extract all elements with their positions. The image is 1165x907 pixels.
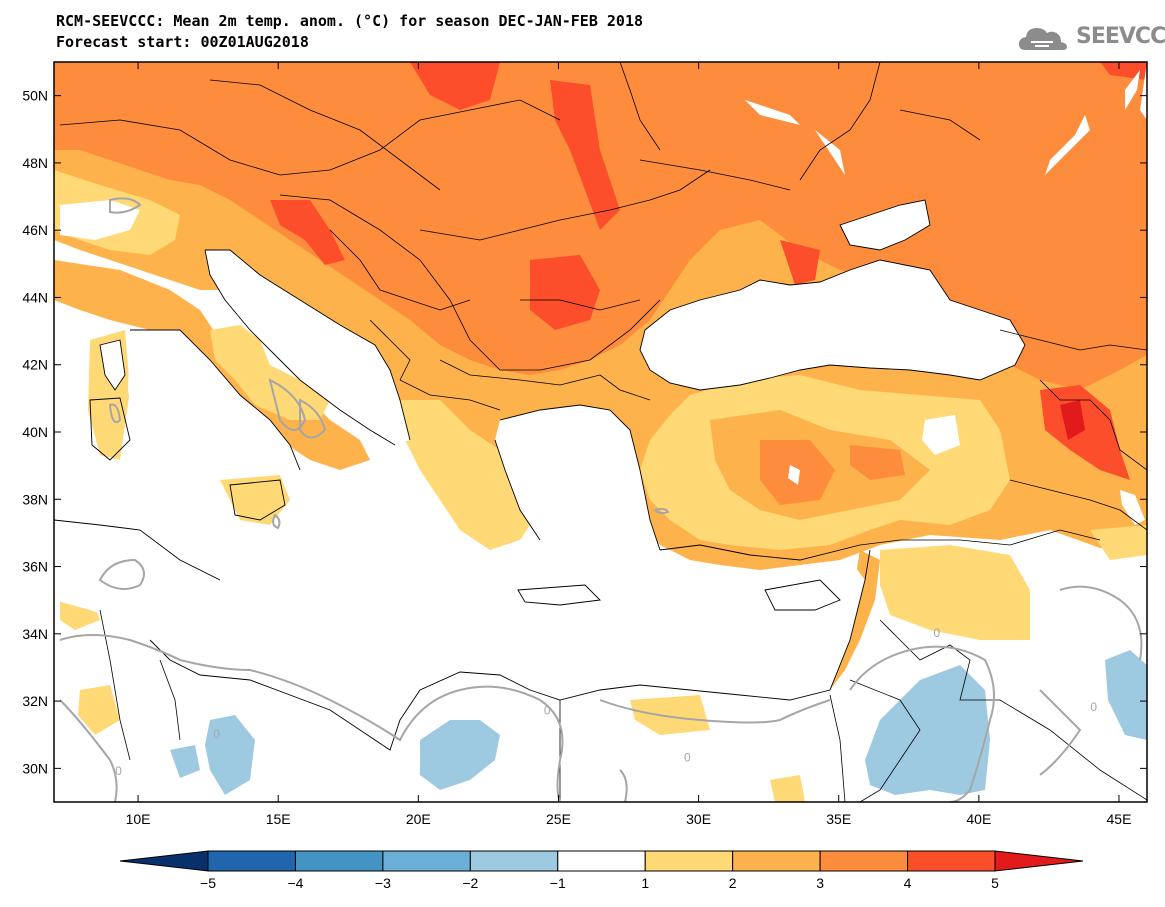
lon-tick-label: 10E bbox=[126, 811, 151, 827]
mediterranean-sea bbox=[54, 520, 865, 750]
colorbar-tick-label: −3 bbox=[375, 875, 391, 891]
colorbar-tick-label: 3 bbox=[816, 875, 824, 891]
colorbar-tick-label: −1 bbox=[550, 875, 566, 891]
anomaly-1-2-region bbox=[880, 545, 1030, 640]
anomaly-minus-1-2-region bbox=[420, 720, 500, 790]
anomaly-minus-1-2-region bbox=[1105, 650, 1147, 740]
lat-tick-label: 30N bbox=[22, 760, 48, 776]
cloud-icon bbox=[1019, 28, 1067, 50]
anomaly-4-5-region bbox=[550, 80, 620, 230]
forecast-start-label: Forecast start: 00Z01AUG2018 bbox=[56, 33, 309, 51]
anomaly-3-4-region bbox=[850, 445, 905, 480]
anomaly-1-2-region bbox=[210, 325, 330, 420]
anomaly-below-1-region bbox=[60, 200, 140, 240]
colorbar-tick-label: −5 bbox=[200, 875, 216, 891]
map-field bbox=[54, 62, 1147, 802]
lat-tick-label: 46N bbox=[22, 222, 48, 238]
lake-sevan bbox=[1120, 490, 1145, 525]
colorbar-box bbox=[469, 850, 559, 872]
caspian-sea bbox=[1140, 62, 1147, 120]
latitude-axis: 50N 48N 46N 44N 42N 40N 38N 36N 34N 32N 30N bbox=[22, 88, 1147, 776]
lat-tick-label: 36N bbox=[22, 559, 48, 575]
contour-label: 0 bbox=[115, 764, 122, 778]
colorbar-tick-label: −4 bbox=[287, 875, 303, 891]
anomaly-4-5-region bbox=[270, 200, 345, 265]
map-title: RCM-SEEVCCC: Mean 2m temp. anom. (°C) fo… bbox=[56, 12, 643, 30]
lat-tick-label: 40N bbox=[22, 424, 48, 440]
tyrrhenian-sea bbox=[128, 330, 300, 470]
colorbar-min-triangle bbox=[119, 850, 209, 872]
colorbar-tick-label: 5 bbox=[991, 875, 999, 891]
coastlines bbox=[54, 199, 1026, 751]
lon-tick-label: 20E bbox=[406, 811, 431, 827]
contour-labels: 0 0 0 0 0 0 bbox=[115, 626, 1097, 778]
lat-tick-label: 34N bbox=[22, 626, 48, 642]
lon-tick-label: 30E bbox=[686, 811, 711, 827]
volga-river bbox=[1045, 115, 1090, 175]
colorbar: −5 −4 −3 −2 −1 1 2 3 4 5 bbox=[119, 850, 1084, 891]
contour-label: 0 bbox=[213, 727, 220, 741]
anomaly-1-2-region bbox=[1090, 525, 1147, 560]
lat-tick-label: 32N bbox=[22, 693, 48, 709]
lon-tick-label: 25E bbox=[546, 811, 571, 827]
colorbar-box bbox=[732, 850, 821, 872]
anomaly-1-2-region bbox=[78, 685, 120, 735]
volga-reservoir bbox=[745, 100, 800, 125]
colorbar-box bbox=[294, 850, 384, 872]
contour-label: 0 bbox=[933, 626, 940, 640]
lat-tick-label: 44N bbox=[22, 289, 48, 305]
contour-label: 0 bbox=[684, 751, 691, 765]
lat-tick-label: 38N bbox=[22, 491, 48, 507]
aegean-sea bbox=[495, 405, 660, 560]
anomaly-1-2-region bbox=[400, 400, 540, 550]
colorbar-tick-label: 4 bbox=[904, 875, 912, 891]
colorbar-box bbox=[557, 850, 646, 872]
lat-tick-label: 48N bbox=[22, 155, 48, 171]
caspian-coast bbox=[1125, 70, 1140, 110]
anomaly-4-5-region bbox=[410, 62, 500, 110]
anomaly-minus-1-2-region bbox=[170, 745, 200, 778]
anomaly-4-5-region bbox=[780, 240, 820, 285]
colorbar-tick-label: 1 bbox=[641, 875, 649, 891]
adriatic-sea bbox=[205, 250, 410, 445]
anomaly-1-2-region bbox=[770, 775, 805, 802]
colorbar-max-triangle bbox=[994, 850, 1084, 872]
longitude-axis: 10E 15E 20E 25E 30E 35E 40E 45E bbox=[126, 62, 1132, 827]
zero-contours bbox=[59, 197, 1143, 802]
anomaly-5-plus-region bbox=[1060, 400, 1085, 440]
lon-tick-label: 15E bbox=[266, 811, 291, 827]
anomaly-below-1-region bbox=[788, 465, 800, 485]
don-reservoir bbox=[815, 130, 845, 175]
lon-tick-label: 40E bbox=[966, 811, 991, 827]
colorbar-box bbox=[382, 850, 471, 872]
seevccc-logo: SEEVCCC bbox=[1076, 24, 1165, 49]
anomaly-4-5-region bbox=[1100, 62, 1147, 80]
contour-label: 0 bbox=[544, 704, 551, 718]
lon-tick-label: 45E bbox=[1107, 811, 1132, 827]
corsica-sardinia bbox=[100, 340, 125, 390]
anomaly-4-5-region bbox=[530, 255, 600, 330]
anomaly-below-1-region bbox=[922, 415, 960, 455]
colorbar-box bbox=[907, 850, 996, 872]
colorbar-tick-label: −2 bbox=[462, 875, 478, 891]
contour-label: 0 bbox=[1090, 700, 1097, 714]
colorbar-box bbox=[207, 850, 296, 872]
sea-of-azov bbox=[840, 200, 930, 250]
anomaly-1-2-region bbox=[630, 695, 710, 735]
lon-tick-label: 35E bbox=[826, 811, 851, 827]
lat-tick-label: 42N bbox=[22, 357, 48, 373]
colorbar-box bbox=[644, 850, 734, 872]
colorbar-box bbox=[819, 850, 909, 872]
anomaly-minus-1-2-region bbox=[205, 715, 255, 795]
lat-tick-label: 50N bbox=[22, 88, 48, 104]
black-sea bbox=[640, 260, 1025, 390]
anomaly-minus-1-2-region bbox=[865, 665, 990, 795]
colorbar-tick-label: 2 bbox=[729, 875, 737, 891]
